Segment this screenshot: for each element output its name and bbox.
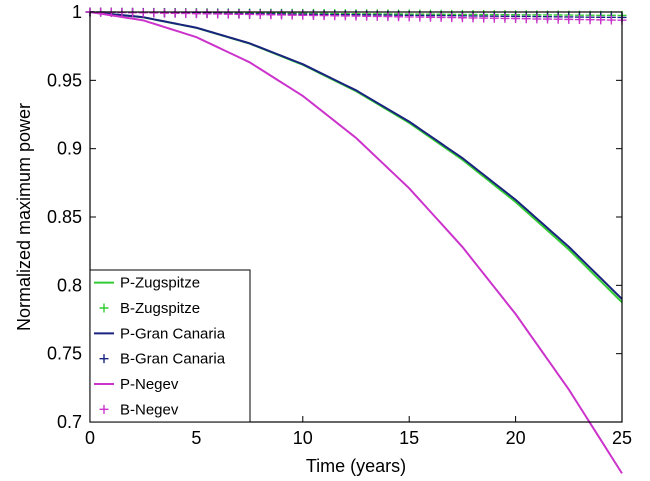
- series-marker: [394, 12, 404, 22]
- series-line: [89, 11, 623, 474]
- legend-label: P-Zugspitze: [120, 275, 200, 292]
- x-axis-label: Time (years): [306, 456, 406, 476]
- series-marker: [596, 15, 606, 25]
- legend-label: P-Negev: [120, 376, 179, 393]
- series-marker: [532, 14, 542, 24]
- y-tick-label: 0.75: [47, 344, 82, 364]
- y-tick-label: 0.95: [47, 70, 82, 90]
- x-axis-ticks: 0 5 10 15 20 25: [85, 12, 632, 448]
- legend-label: B-Gran Canaria: [120, 351, 226, 368]
- series-line: [89, 11, 623, 300]
- series-marker: [383, 12, 393, 22]
- series-marker: [404, 12, 414, 22]
- x-tick-label: 15: [399, 428, 419, 448]
- series-marker: [362, 11, 372, 21]
- series-marker: [191, 9, 201, 19]
- series-marker: [330, 11, 340, 21]
- series-marker: [468, 13, 478, 23]
- series-marker: [479, 13, 489, 23]
- series-marker: [574, 15, 584, 25]
- y-tick-label: 0.7: [57, 412, 82, 432]
- x-tick-label: 20: [506, 428, 526, 448]
- series-marker: [415, 12, 425, 22]
- series-marker: [149, 8, 159, 18]
- series-marker: [128, 8, 138, 18]
- legend-box: [89, 269, 251, 423]
- series-marker: [202, 9, 212, 19]
- series-marker: [181, 8, 191, 18]
- series-marker: [564, 14, 574, 24]
- series-marker: [340, 11, 350, 21]
- series-marker: [319, 11, 329, 21]
- series-marker: [436, 12, 446, 22]
- x-tick-label: 25: [612, 428, 632, 448]
- series-marker: [489, 13, 499, 23]
- series-marker: [425, 12, 435, 22]
- legend: P-Zugspitze B-Zugspitze P-Gran Canaria B-Gr…: [89, 269, 251, 423]
- series-marker: [223, 9, 233, 19]
- series-p-negev: [89, 11, 623, 474]
- series-marker: [170, 8, 180, 18]
- plot-frame: [89, 11, 623, 423]
- series-marker: [606, 15, 616, 25]
- series-marker: [351, 11, 361, 21]
- legend-marker-swatch: [99, 354, 109, 364]
- legend-label: P-Gran Canaria: [120, 325, 226, 342]
- series-marker: [543, 14, 553, 24]
- y-axis-ticks: 0.7 0.75 0.8 0.85 0.9 0.95 1: [47, 2, 622, 432]
- x-tick-label: 0: [85, 428, 95, 448]
- legend-marker-swatch: [99, 404, 109, 414]
- series-marker: [245, 9, 255, 19]
- legend-label: B-Zugspitze: [120, 300, 200, 317]
- series-marker: [372, 11, 382, 21]
- series-marker: [553, 14, 563, 24]
- series-marker: [447, 13, 457, 23]
- series-marker: [213, 9, 223, 19]
- series-marker: [521, 14, 531, 24]
- series-marker: [234, 9, 244, 19]
- y-tick-label: 1: [72, 2, 82, 22]
- series-marker: [500, 13, 510, 23]
- series-marker: [138, 8, 148, 18]
- y-tick-label: 0.85: [47, 207, 82, 227]
- x-tick-label: 5: [191, 428, 201, 448]
- y-tick-label: 0.8: [57, 275, 82, 295]
- series-marker: [457, 13, 467, 23]
- series-line: [89, 11, 623, 303]
- series-p-gran-canaria: [89, 11, 623, 300]
- y-tick-label: 0.9: [57, 139, 82, 159]
- series-marker: [511, 14, 521, 24]
- series-p-zugspitze: [89, 11, 623, 303]
- x-tick-label: 10: [293, 428, 313, 448]
- legend-label: B-Negev: [120, 401, 179, 418]
- legend-marker-swatch: [99, 303, 109, 313]
- series-marker: [159, 8, 169, 18]
- y-axis-label: Normalized maximum power: [14, 103, 34, 331]
- series-marker: [585, 15, 595, 25]
